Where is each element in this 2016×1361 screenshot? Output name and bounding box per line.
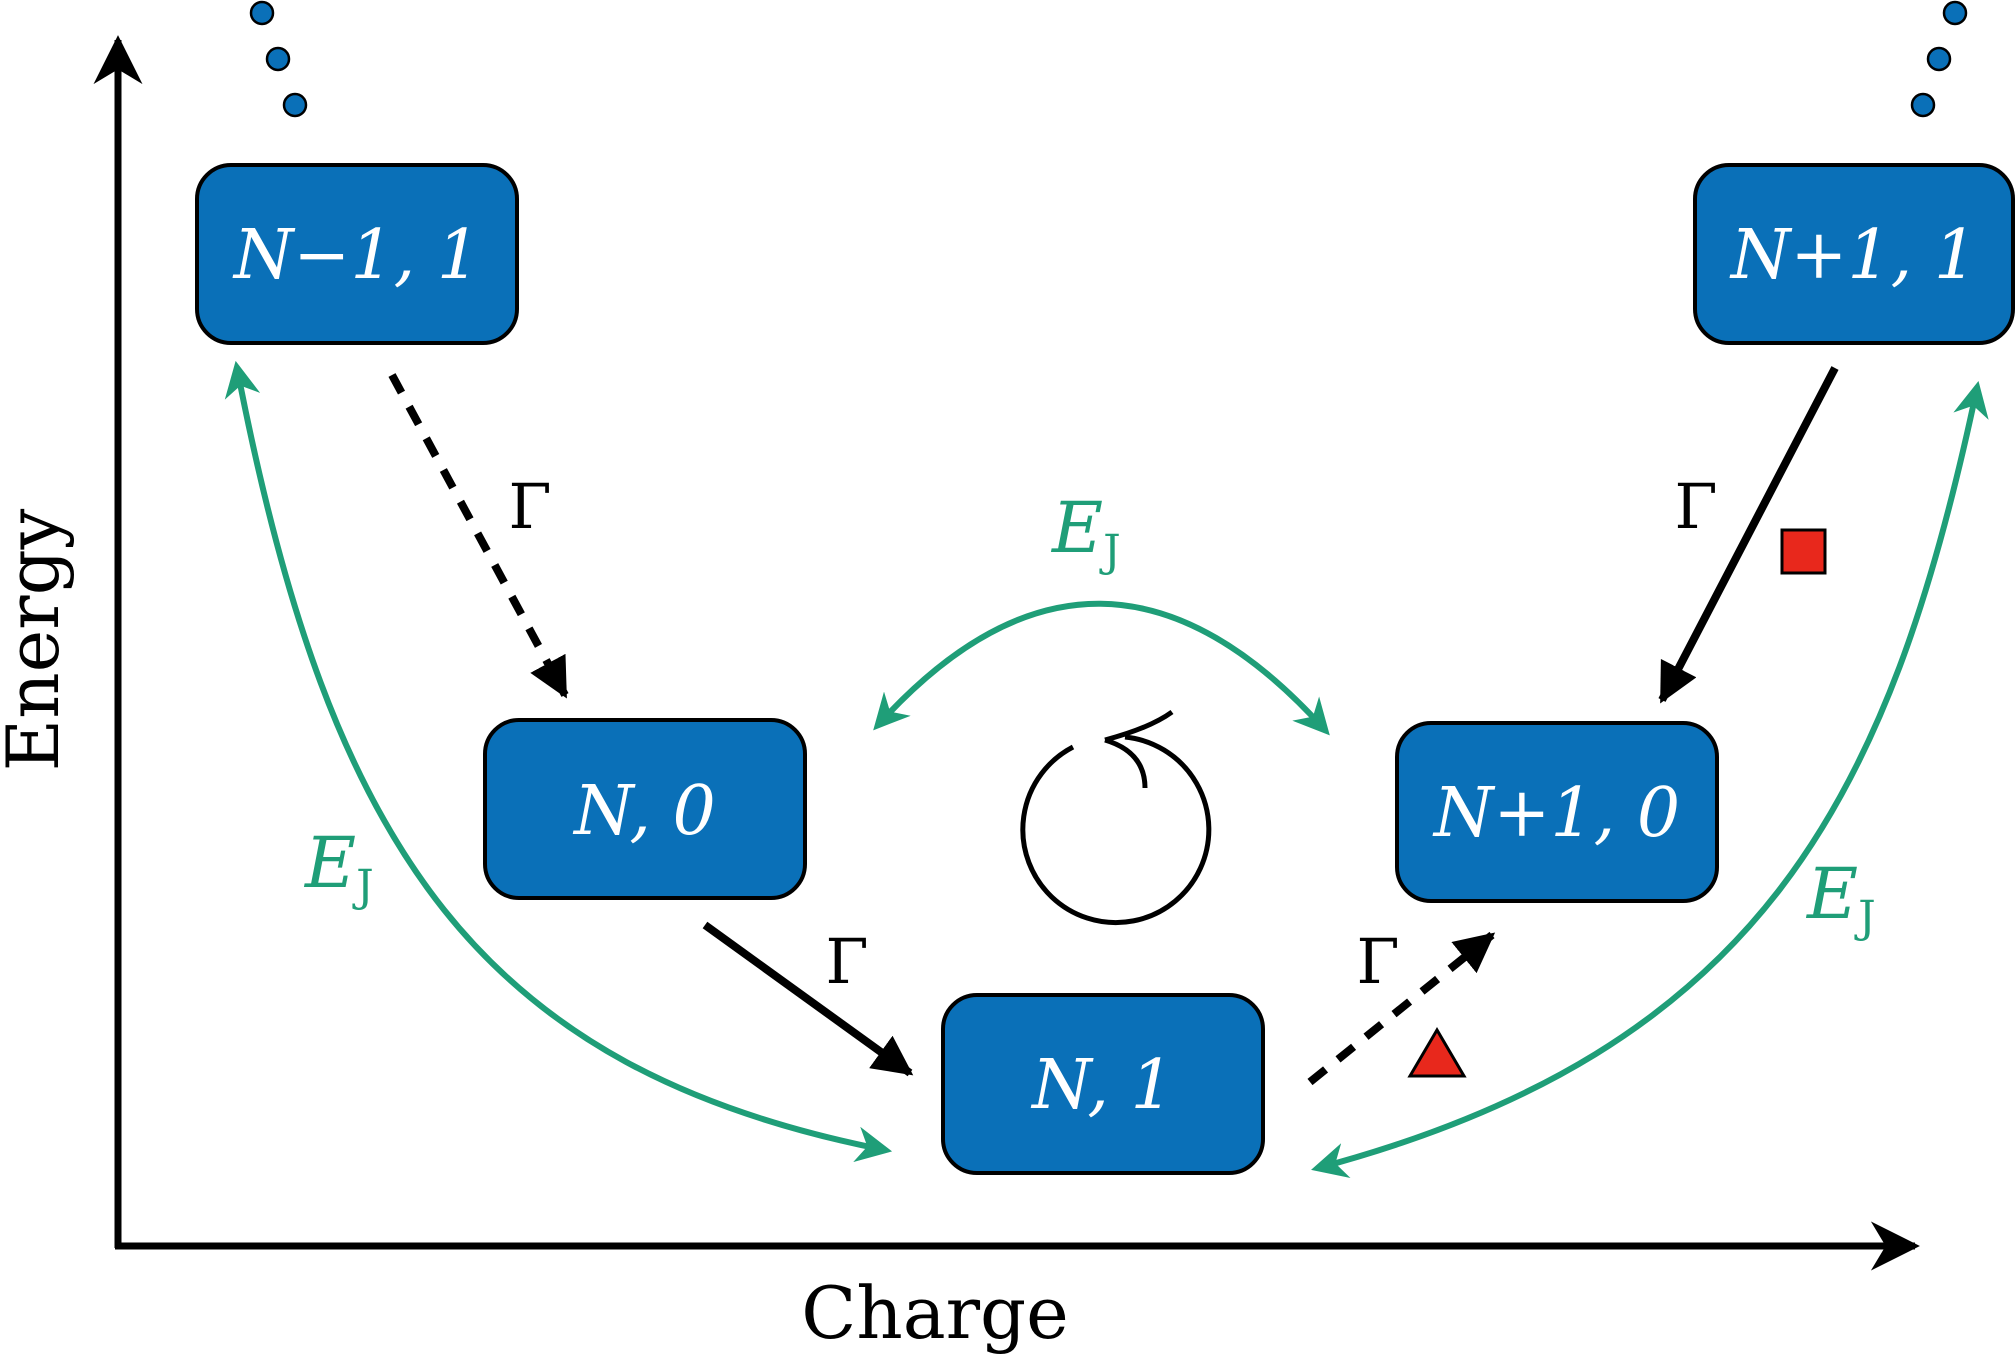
y-axis-label: Energy — [0, 508, 75, 771]
rate-label-gamma-4: Γ — [1674, 470, 1717, 543]
state-label: N−1, 1 — [232, 216, 480, 295]
ellipsis-dots-right — [1910, 0, 1968, 118]
rate-arrow-n-plus-1-1-to-n-plus-1-0 — [1658, 366, 1839, 704]
rate-label-gamma-3: Γ — [1356, 925, 1399, 998]
state-label: N, 0 — [572, 772, 716, 851]
state-label: N+1, 0 — [1432, 774, 1680, 853]
state-label: N+1, 1 — [1729, 216, 1977, 295]
rate-label-gamma-2: Γ — [825, 925, 868, 998]
coupling-arrow-left — [224, 360, 893, 1163]
coupling-arrow-top — [873, 600, 1330, 736]
rate-arrow-n-1-to-n-plus-1-0 — [1307, 931, 1496, 1086]
state-box-n-plus-1-0: N+1, 0 — [1395, 721, 1719, 903]
state-box-n-0: N, 0 — [483, 718, 807, 900]
ellipsis-dots-left — [249, 0, 308, 118]
rate-arrow-n-0-to-n-1 — [702, 921, 914, 1077]
coupling-arrow-right — [1311, 380, 1989, 1178]
state-box-n-plus-1-1: N+1, 1 — [1693, 163, 2015, 345]
state-box-n-1: N, 1 — [941, 993, 1265, 1175]
coupling-label-left: EJ — [303, 822, 374, 912]
x-axis-label: Charge — [801, 1271, 1069, 1355]
cycle-icon — [1020, 709, 1212, 926]
square-marker — [1780, 528, 1827, 575]
state-label: N, 1 — [1030, 1046, 1174, 1125]
coupling-label-top: EJ — [1050, 487, 1121, 577]
rate-label-gamma-1: Γ — [508, 470, 551, 543]
coupling-label-right: EJ — [1805, 853, 1876, 943]
triangle-marker — [1407, 1027, 1467, 1078]
state-box-n-minus-1-1: N−1, 1 — [195, 163, 519, 345]
rate-arrow-n-minus-1-1-to-n-0 — [388, 373, 569, 699]
